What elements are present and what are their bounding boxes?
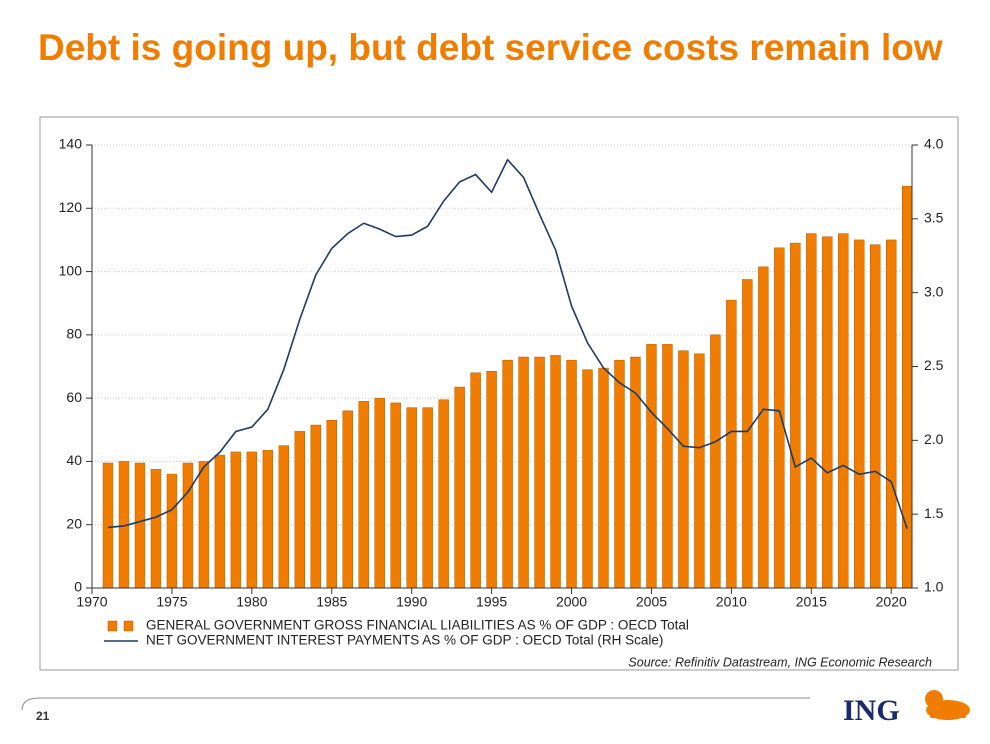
source-note: Source: Refinitiv Datastream, ING Econom… [628, 655, 932, 669]
bar [438, 399, 449, 589]
bar [166, 473, 178, 589]
bar [694, 353, 705, 589]
x-tick-label: 1970 [76, 594, 107, 610]
bar [806, 233, 817, 589]
x-tick-label: 2015 [796, 594, 827, 610]
bar [486, 370, 497, 589]
bar [822, 236, 833, 589]
legend-label: GENERAL GOVERNMENT GROSS FINANCIAL LIABI… [146, 618, 689, 633]
x-tick-label: 1985 [316, 594, 347, 610]
chart-frame [39, 116, 959, 671]
bar [582, 369, 593, 589]
line [107, 158, 908, 530]
bar [342, 410, 353, 589]
bar [358, 401, 369, 589]
bar [662, 344, 673, 589]
footer-rule [21, 697, 810, 711]
x-tick-label: 1990 [396, 594, 427, 610]
legend-swatch [123, 620, 134, 632]
bar [390, 402, 401, 589]
bar [326, 420, 337, 589]
bar [278, 445, 290, 589]
x-tick-label: 2000 [556, 594, 587, 610]
y-tick-label: 100 [59, 262, 83, 278]
bar [886, 239, 897, 589]
y2-tick-label: 1.5 [924, 505, 944, 521]
bar [150, 469, 162, 589]
y2-tick-label: 3.5 [924, 210, 944, 226]
bar [422, 407, 433, 589]
bar [182, 462, 194, 589]
bar [246, 451, 258, 589]
x-tick-label: 1975 [156, 594, 187, 610]
bar [214, 454, 226, 589]
y2-tick-label: 3.0 [924, 283, 944, 299]
bar [790, 242, 801, 589]
page-number: 21 [36, 709, 50, 723]
y-tick-label: 20 [66, 515, 82, 531]
y-tick-label: 80 [66, 326, 82, 342]
y2-tick-label: 2.5 [924, 357, 944, 373]
bar [838, 233, 849, 589]
bar [262, 450, 274, 589]
bar [742, 279, 753, 589]
bar [678, 350, 689, 589]
y-tick-label: 120 [59, 199, 83, 215]
bar [134, 462, 146, 589]
bar [230, 451, 242, 589]
bar [774, 247, 785, 589]
y-tick-label: 60 [66, 389, 82, 405]
y-tick-label: 140 [59, 136, 83, 152]
bar [550, 355, 561, 589]
y-tick-label: 0 [74, 579, 82, 595]
bar [102, 462, 114, 589]
bar [870, 244, 881, 589]
bar [310, 424, 321, 589]
slide-title: Debt is going up, but debt service costs… [38, 27, 943, 68]
bar [198, 461, 210, 589]
bar [726, 299, 737, 589]
bar [406, 407, 417, 589]
x-tick-label: 2020 [876, 594, 907, 610]
bar [646, 344, 657, 589]
bar [710, 334, 721, 589]
x-tick-label: 1995 [476, 594, 507, 610]
bar [294, 431, 306, 589]
legend-label: NET GOVERNMENT INTEREST PAYMENTS AS % OF… [146, 633, 663, 648]
bar [534, 356, 545, 589]
bar [614, 359, 625, 589]
logo-lion [925, 690, 970, 720]
x-tick-label: 1980 [236, 594, 267, 610]
bar [502, 359, 513, 589]
bar [758, 266, 769, 589]
legend-swatch [107, 620, 118, 632]
bar [454, 386, 465, 589]
bar [854, 239, 865, 589]
x-tick-label: 2010 [716, 594, 747, 610]
y-tick-label: 40 [66, 452, 82, 468]
bar [518, 356, 529, 589]
x-tick-label: 2005 [636, 594, 667, 610]
bar [598, 367, 609, 589]
y2-tick-label: 1.0 [924, 579, 944, 595]
bar [470, 372, 481, 589]
logo-text: ING [843, 694, 900, 727]
y2-tick-label: 2.0 [924, 431, 944, 447]
bar [566, 359, 577, 589]
y2-tick-label: 4.0 [924, 136, 944, 152]
bar [374, 397, 385, 589]
